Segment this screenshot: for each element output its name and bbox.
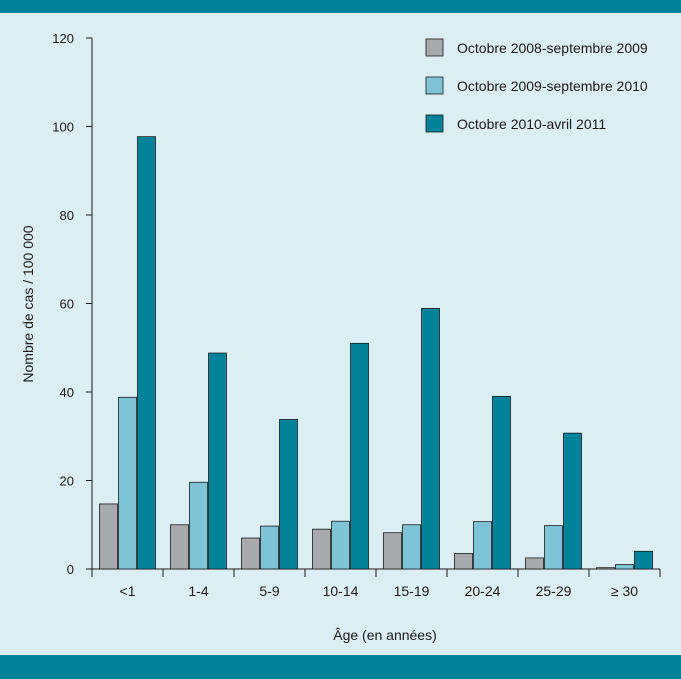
y-tick-label: 0 — [67, 562, 74, 577]
bar-series-3 — [208, 352, 227, 570]
y-tick-label: 120 — [52, 31, 74, 46]
bar-series-1 — [596, 567, 615, 570]
legend-swatch — [425, 114, 444, 133]
header-band — [0, 0, 681, 13]
bar-series-2 — [615, 564, 634, 570]
bar-series-3 — [421, 307, 440, 570]
x-axis: <1 1-4 5-9 10-14 15-19 20-24 25-29 ≥ 30 — [91, 568, 661, 599]
bar-series-1 — [241, 537, 260, 570]
x-axis-title: Âge (en années) — [333, 627, 437, 643]
legend: Octobre 2008-septembre 2009 Octobre 2009-… — [425, 38, 648, 133]
bar-series-1 — [312, 528, 331, 570]
bar-series-2 — [331, 520, 350, 570]
x-tick-label: ≥ 30 — [611, 583, 638, 599]
y-axis-title: Nombre de cas / 100 000 — [20, 225, 36, 382]
bar-series-2 — [473, 521, 492, 570]
bar-series-3 — [350, 342, 369, 570]
bar-series-1 — [454, 553, 473, 570]
bar-series-2 — [544, 525, 563, 570]
bar-series-3 — [563, 432, 582, 570]
x-tick-label: 25-29 — [536, 583, 572, 599]
bar-series-1 — [525, 557, 544, 570]
bars — [99, 136, 653, 570]
bar-series-2 — [189, 481, 208, 570]
bar-series-3 — [279, 419, 298, 570]
legend-swatch — [425, 38, 444, 57]
legend-label: Octobre 2009-septembre 2010 — [457, 78, 648, 94]
x-tick-label: <1 — [120, 583, 136, 599]
bar-series-3 — [634, 550, 653, 570]
x-tick-label: 5-9 — [259, 583, 279, 599]
bar-series-1 — [383, 532, 402, 570]
legend-label: Octobre 2010-avril 2011 — [457, 116, 606, 132]
bar-series-2 — [402, 524, 421, 570]
footer-band — [0, 655, 681, 679]
y-tick-label: 100 — [52, 120, 74, 135]
x-tick-label: 15-19 — [394, 583, 430, 599]
x-tick-label: 1-4 — [188, 583, 208, 599]
y-tick-label: 80 — [60, 208, 74, 223]
y-tick-label: 20 — [60, 474, 74, 489]
bar-series-1 — [99, 503, 118, 570]
legend-swatch — [425, 76, 444, 95]
bar-series-2 — [260, 525, 279, 570]
bar-series-3 — [492, 396, 511, 570]
x-tick-label: 20-24 — [465, 583, 501, 599]
bar-series-3 — [137, 136, 156, 570]
bar-series-1 — [170, 524, 189, 570]
y-tick-label: 40 — [60, 385, 74, 400]
bar-series-2 — [118, 396, 137, 570]
legend-label: Octobre 2008-septembre 2009 — [457, 40, 648, 56]
y-tick-label: 60 — [60, 297, 74, 312]
y-axis: 0 20 40 60 80 100 120 — [52, 31, 93, 577]
x-tick-label: 10-14 — [323, 583, 359, 599]
